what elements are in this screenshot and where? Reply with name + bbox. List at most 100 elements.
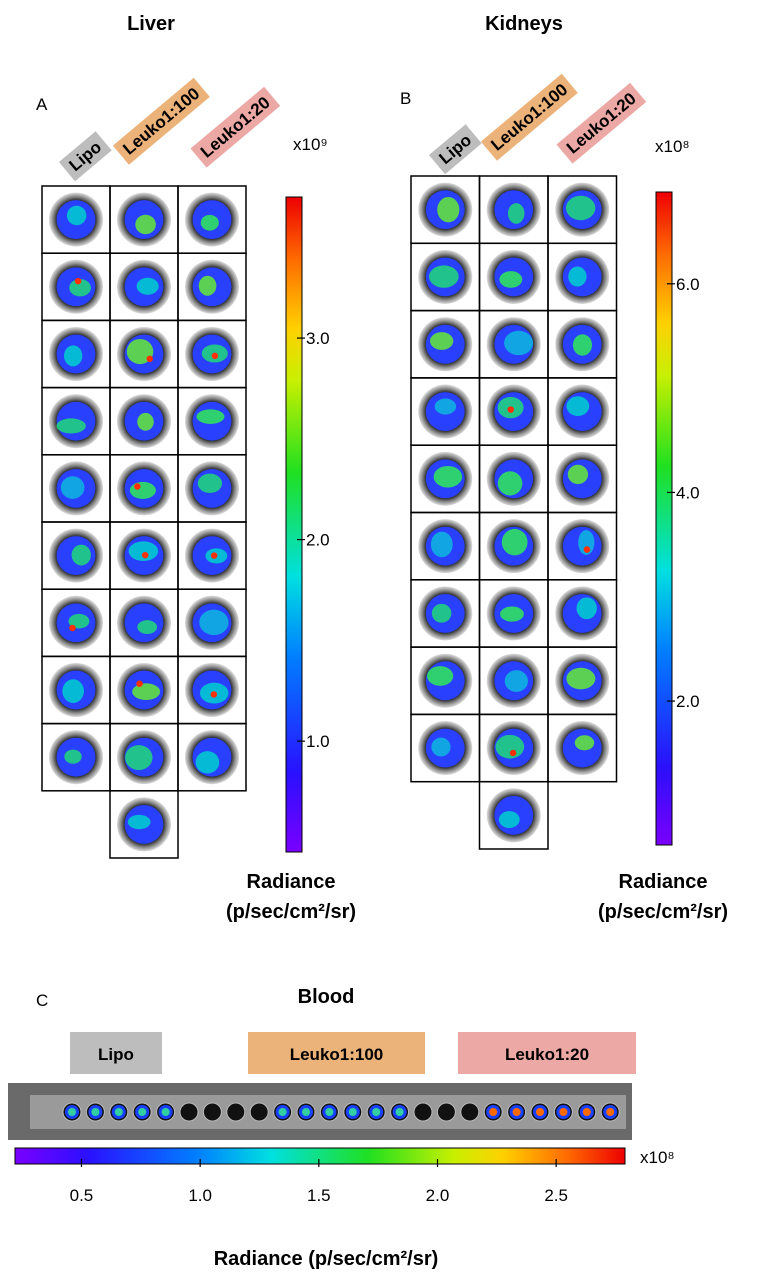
well-hotspot (196, 409, 224, 424)
well-peak (142, 552, 148, 558)
well (49, 327, 103, 381)
group-label: Lipo (59, 131, 112, 181)
plate-well-core (279, 1108, 287, 1116)
well (418, 385, 472, 439)
well-hotspot (427, 666, 453, 686)
colorbar-tick-label: 2.0 (426, 1186, 450, 1205)
colorbar (15, 1148, 625, 1164)
well-peak (69, 625, 75, 631)
well (418, 721, 472, 775)
well (185, 327, 239, 381)
well-hotspot (508, 203, 525, 224)
well (49, 730, 103, 784)
well (117, 797, 171, 851)
well-peak (212, 353, 218, 359)
well (49, 663, 103, 717)
well (185, 461, 239, 515)
well (418, 317, 472, 371)
radiance-label: Radiance (247, 871, 336, 893)
well-peak (75, 278, 81, 284)
well-hotspot (129, 541, 159, 561)
well-hotspot (500, 606, 524, 621)
panel-title: Liver (127, 13, 175, 35)
well-hotspot (577, 597, 597, 619)
well-hotspot (566, 396, 589, 416)
radiance-label: (p/sec/cm²/sr) (226, 901, 356, 923)
plate-well-core (606, 1108, 614, 1116)
scale-multiplier: x10⁸ (655, 137, 690, 156)
well (418, 250, 472, 304)
well (487, 788, 541, 842)
well (185, 260, 239, 314)
well (418, 183, 472, 237)
plate-well-core (372, 1108, 380, 1116)
well (555, 586, 609, 640)
well-hotspot (132, 683, 160, 700)
group-label: Lipo (429, 124, 482, 174)
colorbar-tick-label: 6.0 (676, 275, 700, 294)
well (185, 663, 239, 717)
plate-well-core (115, 1108, 123, 1116)
well-hotspot (137, 413, 154, 431)
well (555, 385, 609, 439)
plate-well-core (162, 1108, 170, 1116)
well (555, 183, 609, 237)
plate-well (461, 1103, 479, 1121)
colorbar-tick-label: 2.0 (306, 531, 330, 550)
well (117, 193, 171, 247)
colorbar-tick-label: 0.5 (70, 1186, 94, 1205)
group-label-text: Leuko1:100 (119, 84, 203, 159)
well (555, 317, 609, 371)
panel-title: Kidneys (485, 13, 563, 35)
well-peak (211, 552, 217, 558)
well-hotspot (128, 815, 151, 829)
well-hotspot (498, 471, 523, 495)
well-peak (147, 356, 153, 362)
well-peak (507, 406, 513, 412)
panel-letter: C (36, 991, 48, 1010)
well-peak (584, 546, 590, 552)
well-peak (134, 483, 140, 489)
well (49, 394, 103, 448)
well-hotspot (499, 271, 522, 288)
well-hotspot (198, 474, 222, 493)
colorbar-tick-label: 2.0 (676, 692, 700, 711)
well (117, 663, 171, 717)
well-hotspot (435, 399, 456, 415)
well (418, 586, 472, 640)
colorbar-tick-label: 3.0 (306, 329, 330, 348)
well-hotspot (72, 545, 91, 566)
well (49, 461, 103, 515)
scale-multiplier: x10⁹ (293, 135, 328, 154)
plate-well-core (138, 1108, 146, 1116)
well-hotspot (130, 482, 156, 499)
well (117, 529, 171, 583)
colorbar-tick-label: 2.5 (544, 1186, 568, 1205)
well-hotspot (137, 620, 157, 634)
group-label-text: Leuko1:20 (505, 1045, 589, 1064)
well-hotspot (135, 215, 156, 234)
plate-well-core (559, 1108, 567, 1116)
plate-well-core (325, 1108, 333, 1116)
plate-well-core (349, 1108, 357, 1116)
well-hotspot (575, 735, 595, 750)
well-hotspot (432, 604, 452, 623)
well (49, 596, 103, 650)
well-hotspot (566, 196, 595, 220)
scale-multiplier: x10⁸ (640, 1148, 675, 1167)
well-hotspot (430, 332, 453, 350)
well-hotspot (62, 679, 84, 703)
well (117, 461, 171, 515)
well (117, 394, 171, 448)
well (487, 721, 541, 775)
well (185, 730, 239, 784)
plate-well-core (91, 1108, 99, 1116)
figure: LiverALipoLeuko1:100Leuko1:201.02.03.0x1… (0, 0, 763, 1282)
well-hotspot (431, 738, 450, 757)
well (555, 452, 609, 506)
plate-well-core (302, 1108, 310, 1116)
well-hotspot (125, 745, 152, 770)
radiance-label: (p/sec/cm²/sr) (598, 901, 728, 923)
well-hotspot (429, 265, 459, 287)
colorbar (656, 192, 672, 845)
